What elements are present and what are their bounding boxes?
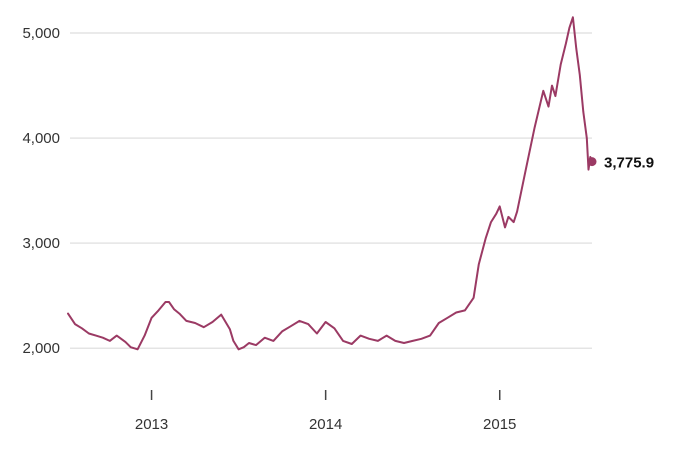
annotation-layer: 3,775.9: [587, 155, 654, 172]
y-axis: 2,000 3,000 4,000 5,000: [22, 25, 60, 357]
y-tick-label: 5,000: [22, 25, 60, 42]
y-tick-label: 2,000: [22, 340, 60, 357]
series-line: [67, 16, 593, 351]
end-value-label: 3,775.9: [604, 155, 654, 172]
y-tick-label: 3,000: [22, 235, 60, 252]
x-tick-label: 2013: [135, 416, 168, 433]
y-tick-label: 4,000: [22, 130, 60, 147]
end-point-marker: [587, 157, 597, 167]
x-axis: 2013 2014 2015: [135, 390, 516, 433]
x-tick-label: 2014: [309, 416, 342, 433]
series-layer: [67, 16, 593, 351]
gridlines: [70, 32, 592, 349]
x-tick-label: 2015: [483, 416, 516, 433]
